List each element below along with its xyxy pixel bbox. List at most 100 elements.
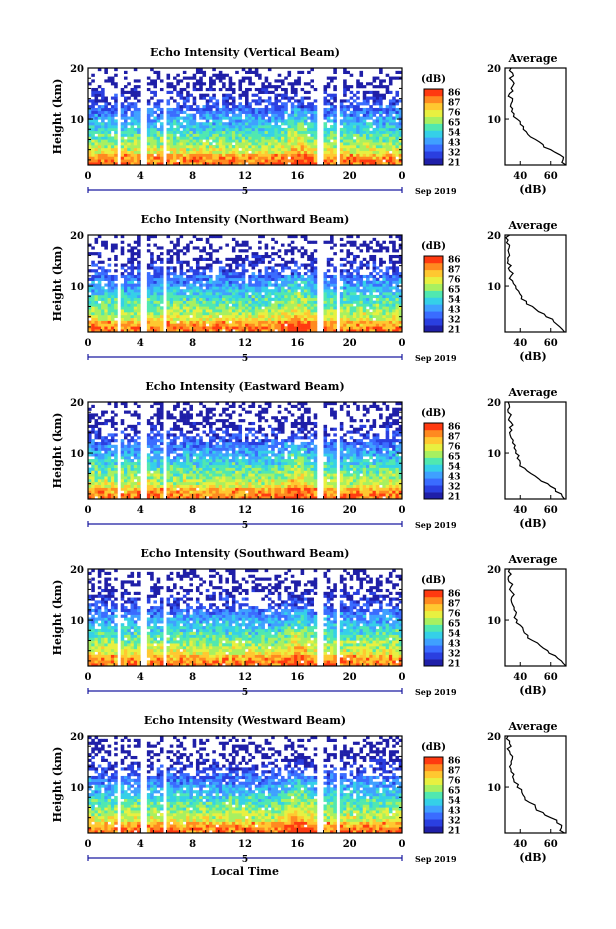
heatmap-cell — [107, 139, 112, 143]
heatmap-cell — [284, 147, 288, 152]
heatmap-cell — [326, 257, 331, 261]
heatmap-cell — [343, 312, 347, 316]
heatmap-cell — [120, 263, 125, 267]
heatmap-cell — [215, 326, 220, 330]
heatmap-cell — [303, 317, 308, 321]
heatmap-cell — [388, 274, 393, 279]
heatmap-cell — [287, 136, 292, 140]
heatmap-cell — [209, 127, 213, 132]
heatmap-cell — [97, 323, 102, 327]
heatmap-cell — [107, 323, 112, 327]
heatmap-cell — [104, 493, 108, 497]
heatmap-cell — [94, 90, 99, 94]
heatmap-cell — [382, 317, 386, 321]
heatmap-cell — [137, 122, 141, 126]
heatmap-cell — [104, 326, 108, 330]
heatmap-cell — [385, 266, 390, 270]
heatmap-cell — [123, 133, 128, 137]
heatmap-cell — [173, 286, 177, 290]
heatmap-cell — [385, 317, 390, 321]
heatmap-cell — [297, 300, 301, 304]
heatmap-cell — [91, 453, 95, 457]
heatmap-cell — [192, 99, 197, 103]
heatmap-cell — [153, 125, 157, 129]
heatmap-cell — [195, 246, 200, 250]
heatmap-cell — [189, 145, 193, 149]
heatmap-cell — [343, 113, 347, 117]
heatmap-cell — [228, 119, 233, 123]
heatmap-cell — [101, 461, 105, 466]
heatmap-cell — [300, 147, 305, 152]
heatmap-cell — [248, 147, 252, 152]
heatmap-cell — [176, 145, 180, 149]
heatmap-cell — [398, 309, 403, 313]
heatmap-cell — [352, 314, 357, 319]
heatmap-cell — [277, 147, 282, 152]
heatmap-cell — [395, 300, 400, 304]
heatmap-cell — [330, 306, 334, 310]
heatmap-cell — [330, 320, 334, 324]
heatmap-cell — [110, 289, 115, 293]
heatmap-cell — [258, 300, 262, 304]
heatmap-cell — [359, 122, 364, 126]
heatmap-cell — [310, 272, 314, 276]
heatmap-cell — [290, 280, 295, 284]
heatmap-cell — [130, 459, 135, 463]
heatmap-cell — [101, 119, 105, 123]
heatmap-cell — [127, 105, 131, 109]
heatmap-cell — [225, 105, 229, 109]
heatmap-cell — [182, 280, 187, 284]
heatmap-cell — [280, 320, 285, 324]
heatmap-cell — [375, 150, 380, 154]
heatmap-cell — [297, 303, 301, 307]
heatmap-cell — [231, 107, 236, 112]
heatmap-cell — [107, 484, 112, 488]
heatmap-cell — [307, 240, 311, 244]
heatmap-cell — [202, 127, 207, 132]
heatmap-cell — [91, 404, 95, 408]
heatmap-cell — [369, 317, 373, 321]
heatmap-cell — [235, 277, 239, 281]
heatmap-cell — [133, 444, 138, 448]
heatmap-cell — [388, 127, 393, 132]
heatmap-cell — [133, 314, 138, 319]
x-tick-label: 0 — [399, 171, 406, 182]
profile-y-tick-label: 20 — [487, 64, 501, 75]
heatmap-cell — [123, 450, 128, 454]
colorbar-swatch — [424, 109, 443, 117]
heatmap-cell — [366, 136, 370, 140]
heatmap-cell — [91, 314, 95, 319]
heatmap-cell — [303, 320, 308, 324]
heatmap-cell — [326, 303, 331, 307]
heatmap-cell — [137, 99, 141, 103]
heatmap-cell — [212, 329, 216, 333]
heatmap-cell — [369, 139, 373, 143]
heatmap-cell — [238, 136, 243, 140]
heatmap-cell — [297, 76, 301, 80]
heatmap-cell — [199, 150, 203, 154]
heatmap-cell — [159, 269, 164, 273]
heatmap-cell — [251, 107, 256, 112]
heatmap-cell — [264, 329, 269, 333]
heatmap-cell — [114, 156, 118, 160]
heatmap-cell — [212, 145, 216, 149]
heatmap-cell — [225, 99, 229, 103]
heatmap-cell — [222, 85, 226, 89]
heatmap-cell — [379, 162, 383, 166]
heatmap-cell — [94, 314, 99, 319]
heatmap-cell — [343, 130, 347, 134]
heatmap-cell — [333, 116, 337, 120]
heatmap-cell — [123, 490, 128, 494]
heatmap-cell — [156, 329, 161, 333]
heatmap-cell — [156, 280, 161, 284]
heatmap-cell — [123, 323, 128, 327]
heatmap-cell — [349, 260, 354, 264]
heatmap-cell — [385, 153, 390, 157]
heatmap-cell — [94, 240, 99, 244]
heatmap-cell — [323, 323, 328, 327]
heatmap-cell — [313, 153, 318, 157]
heatmap-cell — [189, 119, 193, 123]
heatmap-cell — [313, 297, 318, 301]
heatmap-cell — [225, 292, 229, 296]
heatmap-cell — [343, 309, 347, 313]
